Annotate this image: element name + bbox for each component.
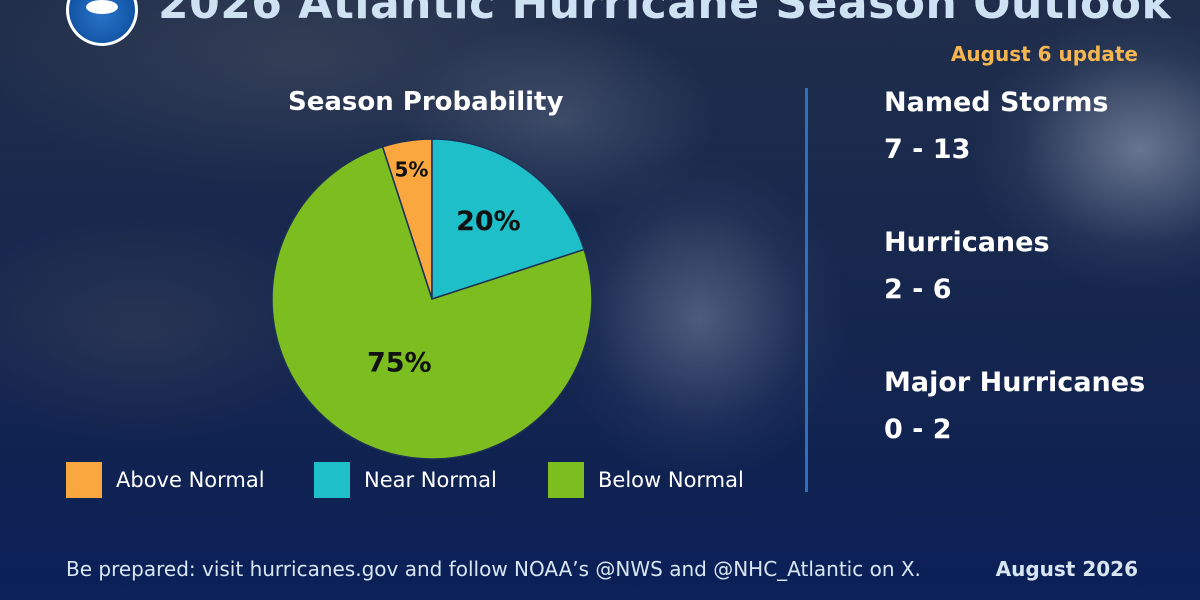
- pie-slice-near-normal: [431, 138, 586, 301]
- footer-message: Be prepared: visit hurricanes.gov and fo…: [66, 557, 921, 581]
- legend-swatch-near-normal: [314, 462, 350, 498]
- page-title: 2026 Atlantic Hurricane Season Outlook: [158, 0, 1172, 29]
- legend-label-near-normal: Near Normal: [364, 468, 497, 492]
- chart-title: Season Probability: [288, 87, 564, 117]
- legend-label-above-normal: Above Normal: [116, 468, 265, 492]
- footer-date: August 2026: [995, 557, 1138, 581]
- pie-label-below-normal: 75%: [367, 348, 432, 379]
- update-label: August 6 update: [950, 42, 1138, 66]
- noaa-bird-icon: [86, 0, 118, 14]
- legend-near-normal: Near Normal: [314, 462, 497, 498]
- section-divider: [805, 88, 808, 492]
- named-storms-value: 7 - 13: [884, 134, 971, 165]
- major-hurricanes-label: Major Hurricanes: [884, 367, 1146, 398]
- pie-label-above-normal: 5%: [394, 157, 428, 181]
- legend-swatch-below-normal: [548, 462, 584, 498]
- pie-slice-below-normal: [271, 145, 593, 460]
- major-hurricanes-value: 0 - 2: [884, 414, 952, 445]
- legend-swatch-above-normal: [66, 462, 102, 498]
- legend-above-normal: Above Normal: [66, 462, 265, 498]
- pie-label-near-normal: 20%: [456, 206, 521, 237]
- hurricanes-label: Hurricanes: [884, 227, 1050, 258]
- probability-pie-chart: 5% 20% 75%: [271, 138, 593, 460]
- legend-label-below-normal: Below Normal: [598, 468, 744, 492]
- legend-below-normal: Below Normal: [548, 462, 744, 498]
- hurricanes-value: 2 - 6: [884, 274, 952, 305]
- named-storms-label: Named Storms: [884, 87, 1109, 118]
